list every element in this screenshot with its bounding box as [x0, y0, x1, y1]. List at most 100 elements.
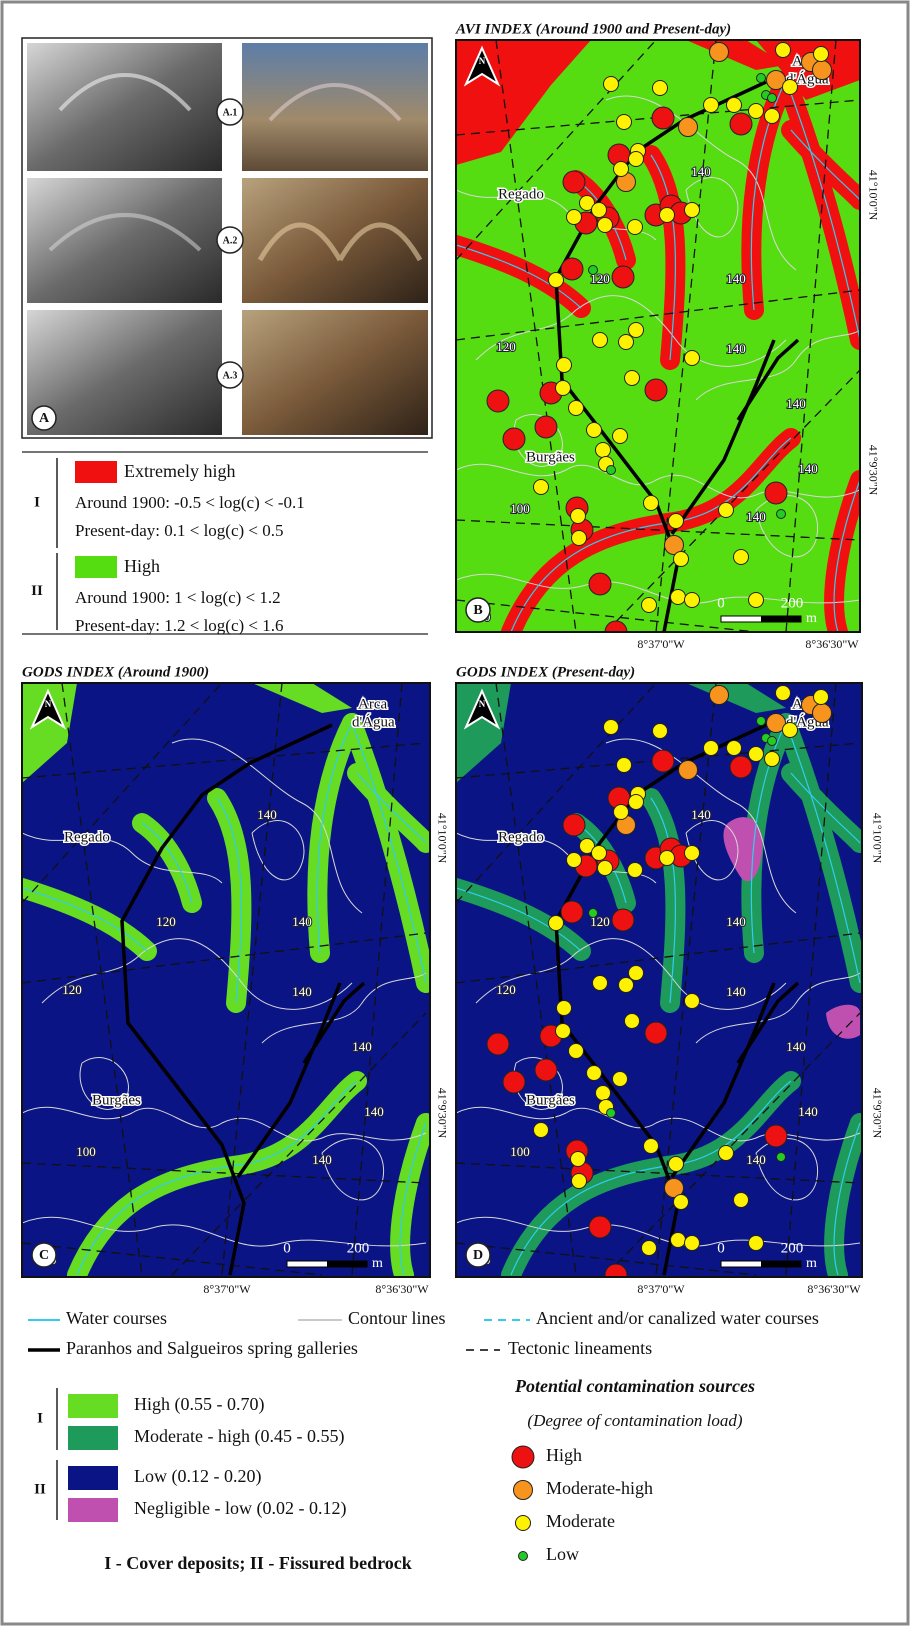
contamination-source	[783, 723, 798, 738]
contamination-source	[587, 1066, 602, 1081]
label: II	[34, 1481, 46, 1497]
contamination-source	[534, 1123, 549, 1138]
contamination-source	[589, 266, 598, 275]
label: Negligible - low (0.02 - 0.12)	[134, 1498, 346, 1519]
label: Ancient and/or canalized water courses	[536, 1308, 819, 1328]
contamination-source	[685, 1236, 700, 1251]
place-label: Burgães	[526, 449, 575, 465]
contamination-source	[592, 203, 607, 218]
contamination-source	[679, 118, 698, 137]
contamination-source	[730, 756, 752, 778]
label: Moderate-high	[546, 1478, 653, 1498]
contamination-source	[671, 590, 686, 605]
x-coordinate: 8°37'0"W	[637, 637, 685, 651]
contour-label: 140	[746, 509, 766, 524]
north-label: N	[479, 56, 486, 66]
scale-label: m	[806, 1256, 817, 1271]
contour-label: 140	[292, 914, 312, 929]
label: Moderate	[546, 1511, 615, 1531]
panel-label: A.2	[223, 235, 238, 246]
legend-dot	[519, 1552, 528, 1561]
contamination-source	[644, 1139, 659, 1154]
contamination-source	[487, 390, 509, 412]
contamination-source	[563, 814, 585, 836]
contamination-source	[768, 94, 777, 103]
map-body: 14014014014014014012012010080RegadoBurgã…	[456, 40, 860, 643]
contamination-source	[757, 74, 766, 83]
photo	[27, 178, 222, 303]
place-label: Regado	[498, 829, 544, 845]
contour-label: 140	[726, 914, 746, 929]
scale-bar	[761, 1261, 801, 1267]
contour-label: 140	[726, 984, 746, 999]
contamination-source	[629, 152, 644, 167]
page: A.1A.2A.3AIExtremely highAround 1900: -0…	[0, 0, 914, 1629]
scale-bar	[761, 616, 801, 622]
contamination-source	[749, 593, 764, 608]
contour-label: 140	[312, 1152, 332, 1167]
contamination-source	[814, 47, 829, 62]
contamination-source	[671, 1233, 686, 1248]
label: High	[546, 1445, 582, 1465]
legend-swatch	[68, 1498, 118, 1522]
north-label: N	[45, 699, 52, 709]
contamination-source	[652, 107, 674, 129]
panel-label: A.1	[223, 107, 238, 118]
contour-label: 140	[726, 271, 746, 286]
contamination-source	[660, 851, 675, 866]
contamination-source	[592, 846, 607, 861]
contamination-source	[704, 98, 719, 113]
panel-label: C	[39, 1248, 49, 1263]
x-coordinate: 8°36'30"W	[805, 637, 859, 651]
contour-label: 140	[798, 1104, 818, 1119]
contamination-source	[777, 510, 786, 519]
contour-label: 140	[691, 164, 711, 179]
contour-label: 140	[292, 984, 312, 999]
contamination-source	[617, 758, 632, 773]
contamination-source	[660, 208, 675, 223]
map-body: 14014014014014014012012010080RegadoBurgã…	[22, 683, 430, 1277]
contour-label: 140	[364, 1104, 384, 1119]
contamination-source	[596, 1086, 611, 1101]
label: High (0.55 - 0.70)	[134, 1394, 264, 1415]
contour-label: 140	[257, 807, 277, 822]
contamination-source	[503, 1071, 525, 1093]
map: 14014014014014014012012010080RegadoBurgã…	[456, 683, 862, 1286]
contamination-source	[710, 43, 729, 62]
contamination-source	[587, 423, 602, 438]
contamination-source	[629, 966, 644, 981]
contamination-source	[535, 416, 557, 438]
figure: A.1A.2A.3AIExtremely highAround 1900: -0…	[0, 0, 914, 1629]
contamination-source	[765, 752, 780, 767]
scale-label: 200	[347, 1240, 370, 1256]
contamination-source	[685, 351, 700, 366]
contour-label: 100	[510, 501, 530, 516]
scale-label: 0	[717, 595, 725, 611]
contamination-source	[569, 1044, 584, 1059]
place-label: Burgães	[526, 1092, 575, 1108]
contamination-source	[644, 496, 659, 511]
contamination-source	[629, 323, 644, 338]
map: 14014014014014014012012010080RegadoBurgã…	[22, 683, 430, 1277]
legend-swatch	[68, 1466, 118, 1490]
contour-label: 140	[746, 1152, 766, 1167]
scale-label: m	[372, 1256, 383, 1271]
contour-label: 100	[510, 1144, 530, 1159]
contour-label: 120	[156, 914, 176, 929]
contamination-source	[776, 43, 791, 58]
contamination-source	[619, 978, 634, 993]
scale-label: 0	[717, 1240, 725, 1256]
contamination-source	[487, 1033, 509, 1055]
legend-swatch	[75, 556, 117, 578]
contour-label: 140	[726, 341, 746, 356]
contamination-source	[549, 273, 564, 288]
label: Water courses	[66, 1308, 167, 1328]
contamination-source	[556, 1024, 571, 1039]
legend-swatch	[68, 1394, 118, 1418]
contour-label: 140	[786, 1039, 806, 1054]
contamination-source	[749, 1236, 764, 1251]
contamination-source	[719, 1146, 734, 1161]
contour-label: 120	[62, 982, 82, 997]
place-label: Burgães	[92, 1092, 141, 1108]
contamination-source	[765, 109, 780, 124]
